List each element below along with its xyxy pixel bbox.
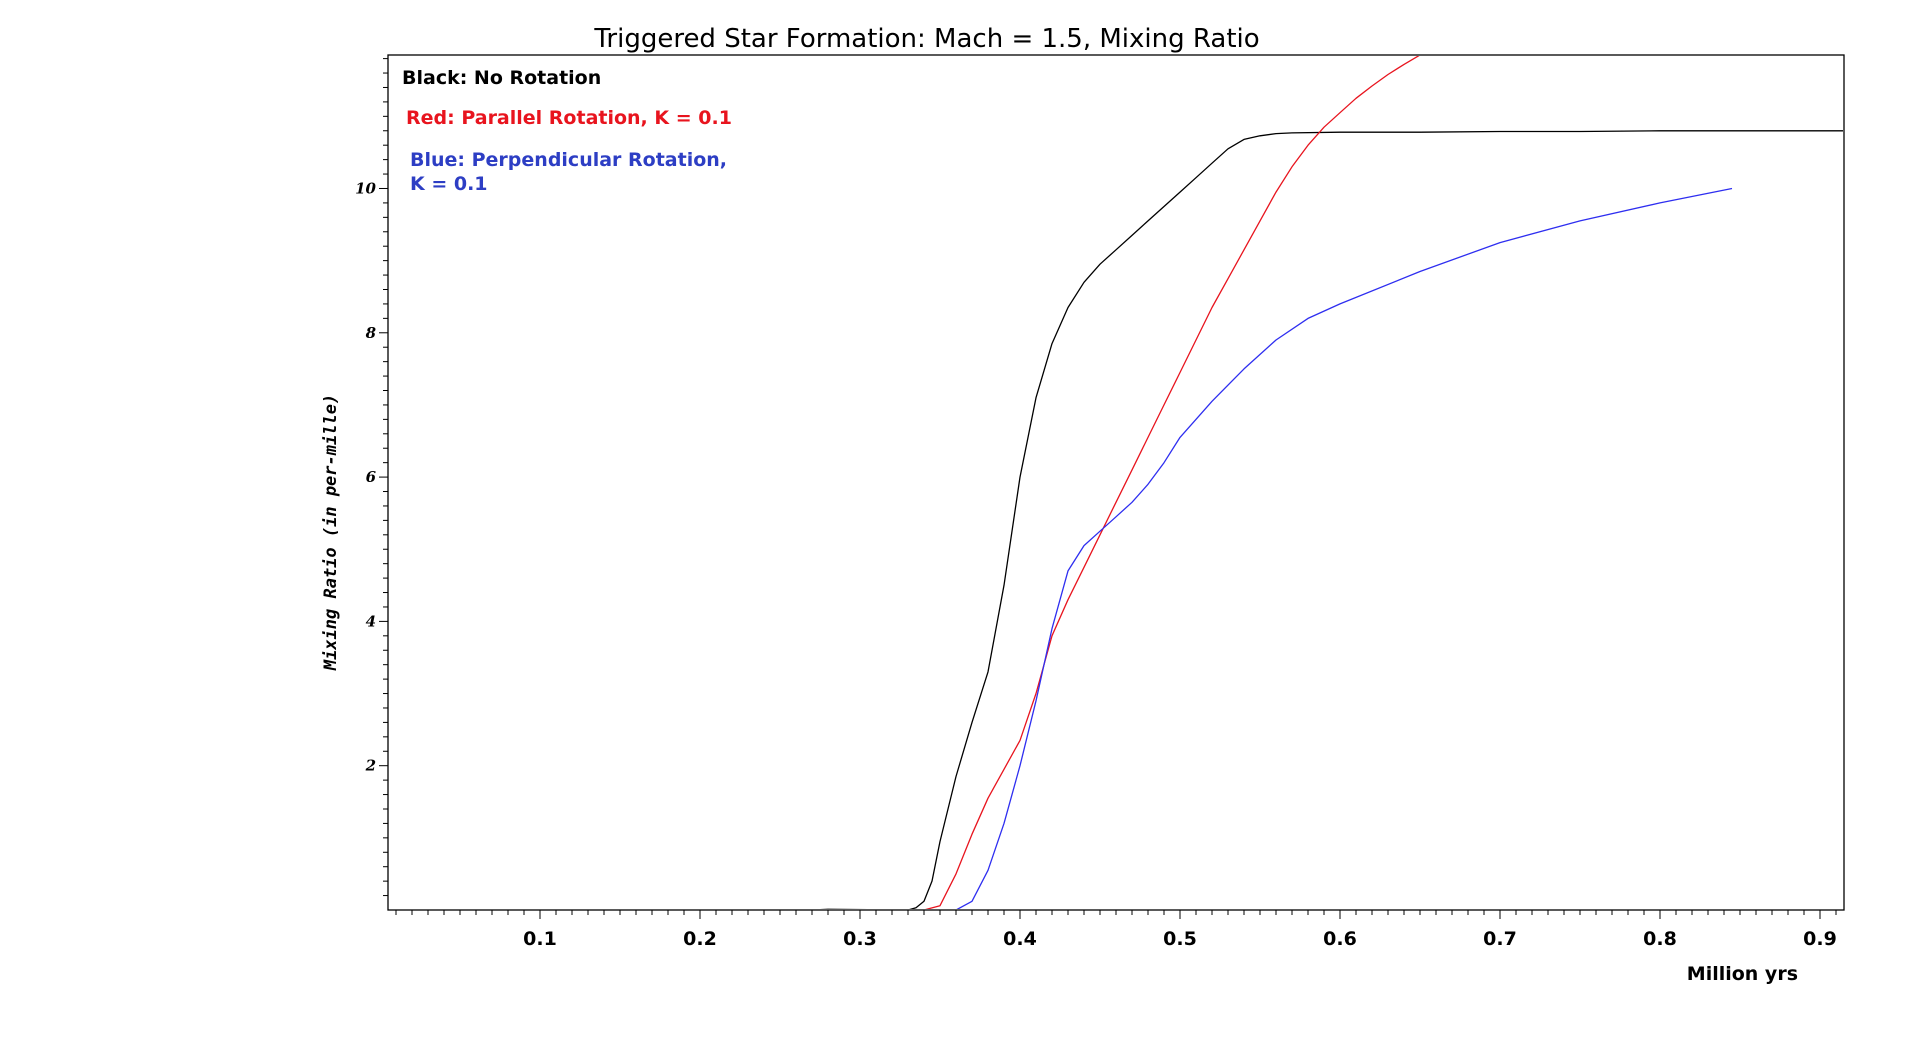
x-tick-label: 0.4 [1003, 928, 1037, 950]
x-tick-label: 0.2 [683, 928, 717, 950]
series-layer [819, 56, 1843, 909]
chart-title: Triggered Star Formation: Mach = 1.5, Mi… [593, 24, 1259, 54]
legend-entry-red: Red: Parallel Rotation, K = 0.1 [406, 107, 732, 129]
x-tick-label: 0.8 [1643, 928, 1677, 950]
legend-entry-blue: Blue: Perpendicular Rotation, [410, 149, 727, 171]
x-tick-label: 0.6 [1323, 928, 1357, 950]
y-tick-label: 6 [366, 468, 377, 486]
series-line-black [819, 130, 1843, 909]
y-tick-label: 2 [365, 757, 376, 775]
x-tick-label: 0.5 [1163, 928, 1197, 950]
legend-entry-blue-line2: K = 0.1 [410, 173, 488, 195]
x-tick-label: 0.9 [1803, 928, 1837, 950]
x-tick-label: 0.7 [1483, 928, 1517, 950]
y-tick-label: 4 [366, 612, 376, 630]
series-line-blue [956, 187, 1733, 909]
y-axis-label: Mixing Ratio (in per-mille) [321, 394, 341, 671]
y-axis: 2 4 6 8 10 [355, 58, 388, 897]
legend: Black: No Rotation Red: Parallel Rotatio… [402, 67, 732, 195]
series-line-red [925, 56, 1420, 909]
x-axis: 0.1 0.2 0.3 0.4 0.5 0.6 0.7 0.8 0.9 [395, 910, 1837, 950]
x-tick-label: 0.3 [843, 928, 877, 950]
x-axis-label: Million yrs [1687, 963, 1798, 985]
x-tick-label: 0.1 [523, 928, 557, 950]
y-tick-label: 8 [366, 324, 377, 342]
plot-frame [387, 54, 1845, 911]
y-tick-label: 10 [355, 179, 376, 197]
legend-entry-black: Black: No Rotation [402, 67, 601, 89]
